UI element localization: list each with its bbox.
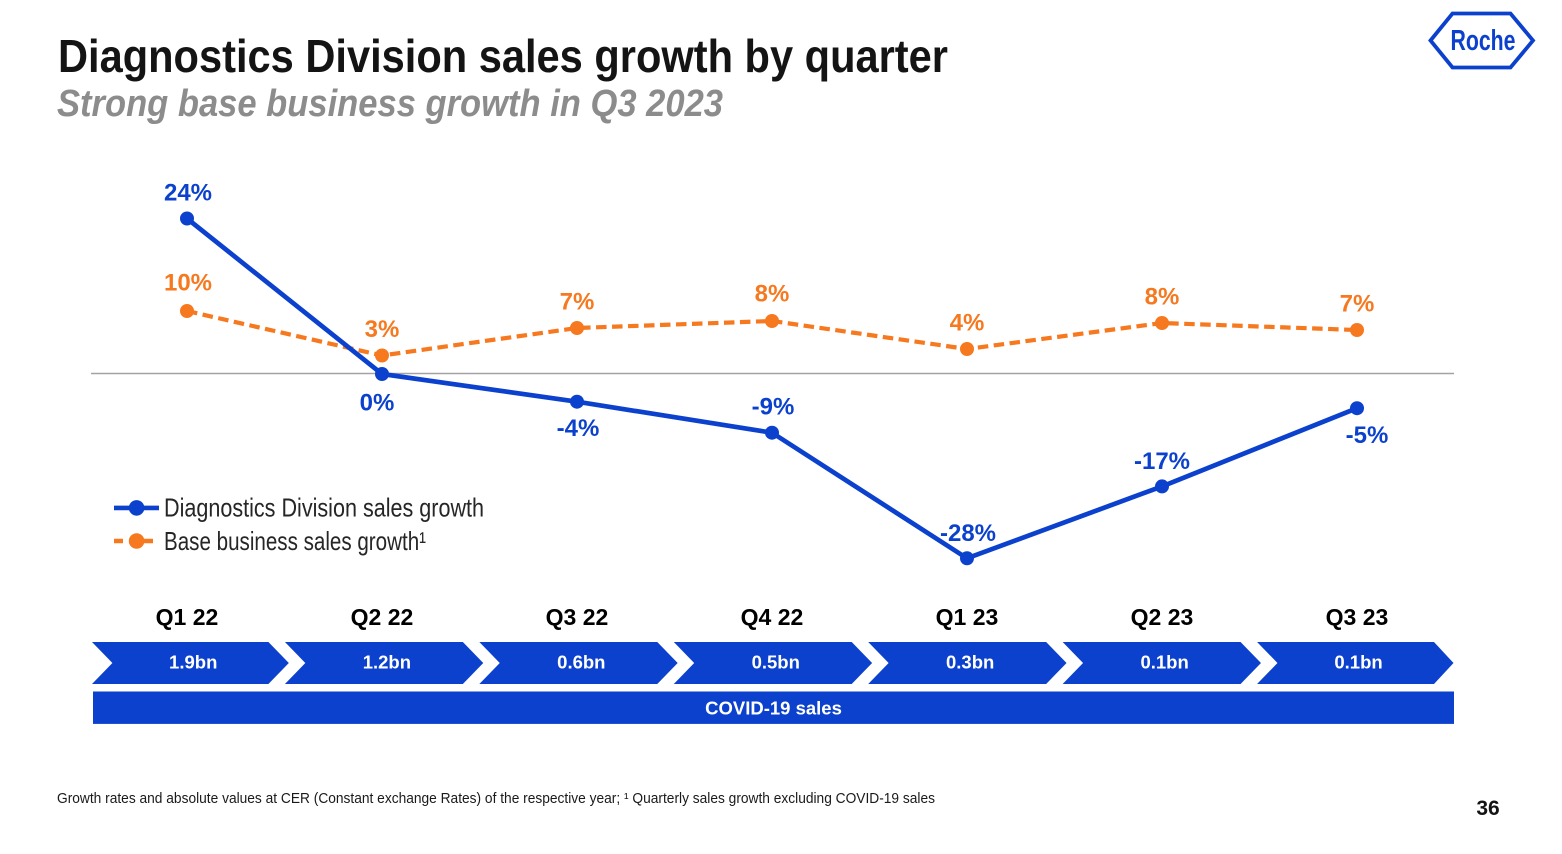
svg-text:8%: 8%: [1145, 284, 1180, 311]
svg-text:7%: 7%: [1340, 291, 1375, 318]
svg-text:1.2bn: 1.2bn: [363, 652, 411, 673]
svg-text:Q3 23: Q3 23: [1326, 604, 1389, 630]
svg-text:24%: 24%: [164, 180, 212, 207]
svg-text:3%: 3%: [365, 316, 400, 343]
svg-text:0%: 0%: [360, 390, 395, 417]
svg-text:8%: 8%: [755, 280, 790, 307]
svg-text:-28%: -28%: [940, 520, 996, 547]
svg-text:Q4 22: Q4 22: [741, 604, 804, 630]
svg-text:0.1bn: 0.1bn: [1334, 652, 1382, 673]
svg-text:-5%: -5%: [1346, 422, 1389, 449]
svg-text:Diagnostics Division sales gro: Diagnostics Division sales growth: [164, 493, 484, 523]
svg-text:Roche: Roche: [1451, 25, 1516, 57]
svg-text:36: 36: [1476, 797, 1499, 820]
svg-text:-17%: -17%: [1134, 448, 1190, 475]
svg-text:0.6bn: 0.6bn: [557, 652, 605, 673]
svg-text:COVID-19 sales: COVID-19 sales: [705, 698, 842, 719]
svg-text:7%: 7%: [560, 289, 595, 316]
svg-text:10%: 10%: [164, 270, 212, 297]
svg-text:Base business sales growth¹: Base business sales growth¹: [164, 526, 426, 556]
svg-text:Q1 22: Q1 22: [156, 604, 219, 630]
svg-text:4%: 4%: [950, 310, 985, 337]
svg-text:Q2 22: Q2 22: [351, 604, 414, 630]
svg-text:-9%: -9%: [752, 394, 795, 421]
svg-text:-4%: -4%: [557, 415, 600, 442]
svg-text:0.5bn: 0.5bn: [752, 652, 800, 673]
svg-text:Strong base business growth in: Strong base business growth in Q3 2023: [57, 83, 723, 125]
svg-text:0.3bn: 0.3bn: [946, 652, 994, 673]
svg-text:1.9bn: 1.9bn: [169, 652, 217, 673]
svg-text:0.1bn: 0.1bn: [1140, 652, 1188, 673]
svg-text:Growth rates and absolute valu: Growth rates and absolute values at CER …: [57, 791, 935, 807]
svg-text:Q2 23: Q2 23: [1131, 604, 1194, 630]
svg-text:Diagnostics Division sales gro: Diagnostics Division sales growth by qua…: [58, 30, 948, 82]
svg-text:Q1 23: Q1 23: [936, 604, 999, 630]
svg-text:Q3 22: Q3 22: [546, 604, 609, 630]
